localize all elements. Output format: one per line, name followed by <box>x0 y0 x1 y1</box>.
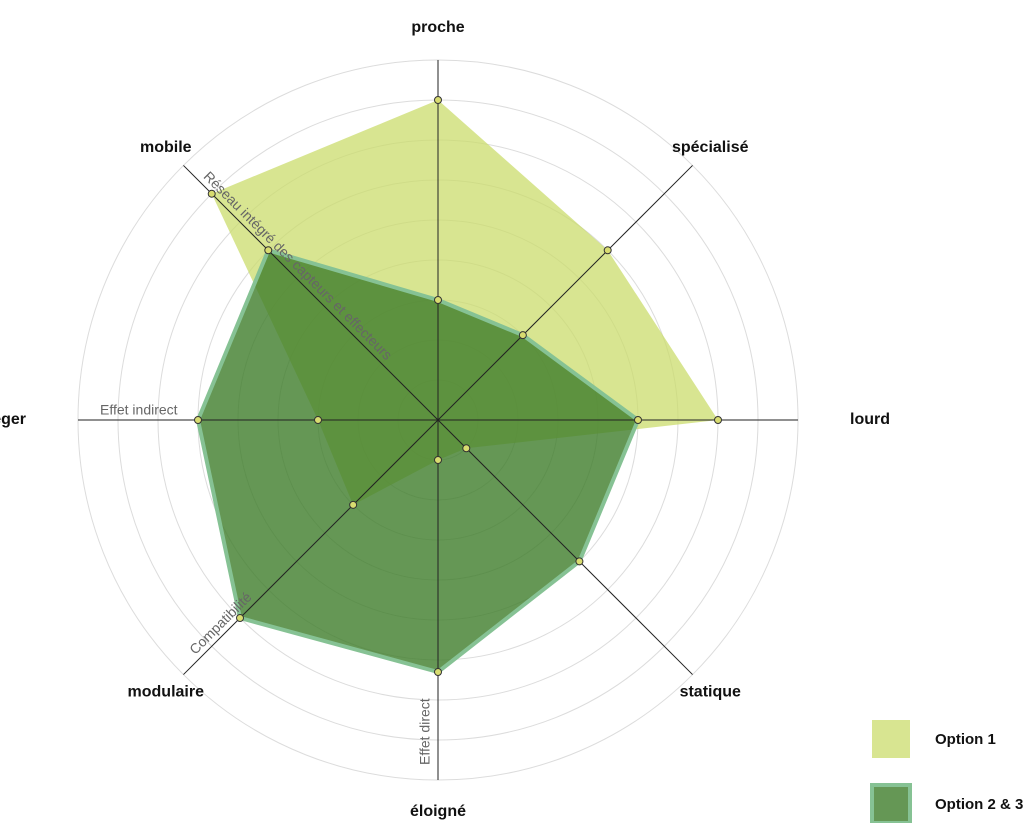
data-point <box>434 456 442 464</box>
axis-label: mobile <box>140 139 192 156</box>
axis-line <box>437 419 693 675</box>
data-point <box>714 416 722 424</box>
data-point <box>575 557 584 566</box>
axis-label: modulaire <box>128 683 205 700</box>
axis-annotation: Compatibilité <box>186 589 255 658</box>
axes <box>78 60 798 780</box>
axis-label: proche <box>411 19 464 36</box>
axis-label: lourd <box>850 411 890 428</box>
axis-annotation: Effet direct <box>417 698 433 765</box>
legend-swatch <box>872 720 910 758</box>
data-point <box>603 246 612 255</box>
axis-label: éloigné <box>410 803 466 820</box>
legend-label: Option 2 & 3 <box>935 796 1023 813</box>
axis-line <box>183 165 439 421</box>
legend-swatch <box>870 783 912 823</box>
data-point <box>194 416 202 424</box>
points <box>194 96 722 676</box>
data-point <box>518 331 527 340</box>
data-point <box>264 246 273 255</box>
data-point <box>634 416 642 424</box>
legend: Option 1 Option 2 & 3 <box>870 720 1023 823</box>
axis-label: statique <box>680 683 741 700</box>
data-point <box>434 668 442 676</box>
axis-label: spécialisé <box>672 139 749 156</box>
data-point <box>434 96 442 104</box>
axis-label: léger <box>0 411 26 428</box>
data-point <box>434 296 442 304</box>
areas <box>196 100 718 674</box>
axis-line <box>183 419 439 675</box>
data-point <box>314 416 322 424</box>
data-point <box>207 189 216 198</box>
data-point <box>349 500 358 509</box>
data-point <box>462 444 471 453</box>
axis-line <box>437 165 693 421</box>
legend-label: Option 1 <box>935 731 996 748</box>
data-point <box>236 613 245 622</box>
axis-annotation: Effet indirect <box>100 402 178 418</box>
